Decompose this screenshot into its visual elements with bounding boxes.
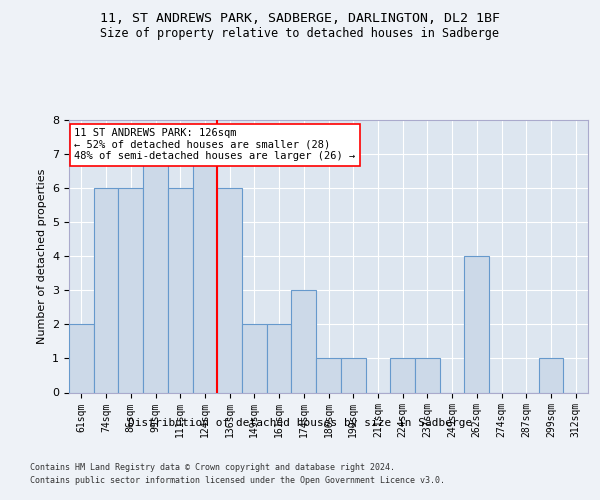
Text: Contains HM Land Registry data © Crown copyright and database right 2024.: Contains HM Land Registry data © Crown c… [30,462,395,471]
Text: Distribution of detached houses by size in Sadberge: Distribution of detached houses by size … [128,418,472,428]
Bar [168,188,193,392]
Text: 11, ST ANDREWS PARK, SADBERGE, DARLINGTON, DL2 1BF: 11, ST ANDREWS PARK, SADBERGE, DARLINGTO… [100,12,500,26]
Text: Size of property relative to detached houses in Sadberge: Size of property relative to detached ho… [101,28,499,40]
Bar [390,358,415,392]
Bar [118,188,143,392]
Bar [415,358,440,392]
Text: Contains public sector information licensed under the Open Government Licence v3: Contains public sector information licen… [30,476,445,485]
Bar [292,290,316,392]
Bar [69,324,94,392]
Bar [267,324,292,392]
Bar [193,154,217,392]
Bar [242,324,267,392]
Text: 11 ST ANDREWS PARK: 126sqm
← 52% of detached houses are smaller (28)
48% of semi: 11 ST ANDREWS PARK: 126sqm ← 52% of deta… [74,128,355,162]
Bar [464,256,489,392]
Bar [316,358,341,392]
Bar [94,188,118,392]
Bar [217,188,242,392]
Bar [539,358,563,392]
Bar [143,154,168,392]
Y-axis label: Number of detached properties: Number of detached properties [37,168,47,344]
Bar [341,358,365,392]
